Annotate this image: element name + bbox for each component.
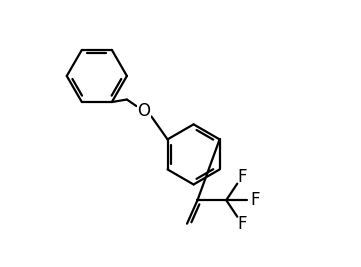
Text: F: F [237, 215, 247, 233]
Text: O: O [138, 102, 151, 120]
Text: F: F [237, 168, 247, 186]
Text: F: F [250, 191, 260, 209]
